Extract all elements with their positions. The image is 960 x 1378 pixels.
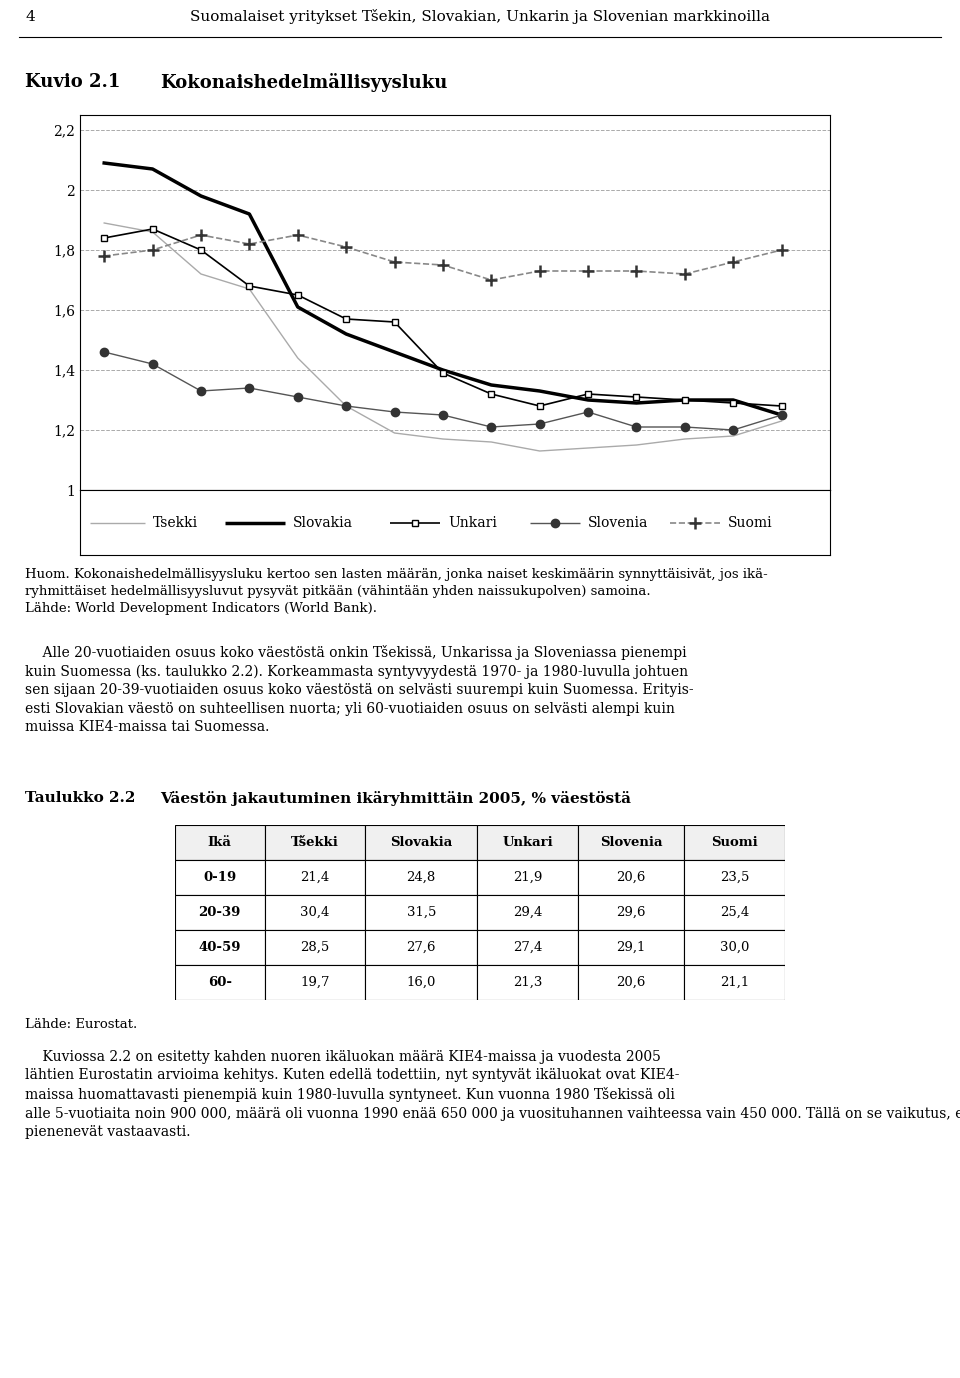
Bar xyxy=(175,860,265,894)
Bar xyxy=(265,860,365,894)
Bar xyxy=(265,894,365,930)
Text: 27,6: 27,6 xyxy=(406,941,436,954)
Text: 29,6: 29,6 xyxy=(616,905,646,919)
Text: Suomalaiset yritykset Tšekin, Slovakian, Unkarin ja Slovenian markkinoilla: Suomalaiset yritykset Tšekin, Slovakian,… xyxy=(190,10,770,25)
Text: 21,9: 21,9 xyxy=(513,871,542,885)
Text: Unkari: Unkari xyxy=(502,836,553,849)
Text: 21,1: 21,1 xyxy=(720,976,749,989)
Bar xyxy=(684,894,785,930)
Bar xyxy=(578,930,684,965)
Text: Slovakia: Slovakia xyxy=(390,836,452,849)
Text: 23,5: 23,5 xyxy=(720,871,750,885)
Text: 24,8: 24,8 xyxy=(407,871,436,885)
Text: Suomi: Suomi xyxy=(711,836,758,849)
Bar xyxy=(175,894,265,930)
Bar xyxy=(578,894,684,930)
Bar xyxy=(477,825,578,860)
Bar xyxy=(175,965,265,1000)
Text: Slovenia: Slovenia xyxy=(600,836,662,849)
Bar xyxy=(365,965,477,1000)
Text: Suomi: Suomi xyxy=(728,515,773,531)
Text: 0-19: 0-19 xyxy=(204,871,236,885)
Text: Tšekki: Tšekki xyxy=(291,836,339,849)
Text: Lähde: Eurostat.: Lähde: Eurostat. xyxy=(25,1017,137,1031)
Bar xyxy=(265,930,365,965)
Text: 19,7: 19,7 xyxy=(300,976,329,989)
Bar xyxy=(265,825,365,860)
Text: 20-39: 20-39 xyxy=(199,905,241,919)
Text: 20,6: 20,6 xyxy=(616,871,646,885)
Text: Taulukko 2.2: Taulukko 2.2 xyxy=(25,791,135,805)
Text: 30,4: 30,4 xyxy=(300,905,329,919)
Text: Alle 20-vuotiaiden osuus koko väestöstä onkin Tšekissä, Unkarissa ja Sloveniassa: Alle 20-vuotiaiden osuus koko väestöstä … xyxy=(25,645,694,734)
Bar xyxy=(477,894,578,930)
Text: 40-59: 40-59 xyxy=(199,941,241,954)
Bar xyxy=(265,965,365,1000)
Text: 28,5: 28,5 xyxy=(300,941,329,954)
Bar xyxy=(477,860,578,894)
Text: 4: 4 xyxy=(25,10,35,23)
Text: Tsekki: Tsekki xyxy=(153,515,198,531)
Bar xyxy=(477,930,578,965)
Text: Kuvio 2.1: Kuvio 2.1 xyxy=(25,73,120,91)
Bar xyxy=(578,825,684,860)
Text: Slovenia: Slovenia xyxy=(588,515,648,531)
Text: 25,4: 25,4 xyxy=(720,905,749,919)
Bar xyxy=(684,860,785,894)
Bar xyxy=(365,860,477,894)
Text: 31,5: 31,5 xyxy=(406,905,436,919)
Bar xyxy=(578,965,684,1000)
Bar xyxy=(684,825,785,860)
Bar xyxy=(365,894,477,930)
Bar xyxy=(684,930,785,965)
Text: 29,4: 29,4 xyxy=(513,905,542,919)
Bar xyxy=(175,825,265,860)
Text: 16,0: 16,0 xyxy=(406,976,436,989)
Text: 30,0: 30,0 xyxy=(720,941,750,954)
Bar xyxy=(365,825,477,860)
Text: Huom. Kokonaishedelmällisyysluku kertoo sen lasten määrän, jonka naiset keskimää: Huom. Kokonaishedelmällisyysluku kertoo … xyxy=(25,568,768,615)
Bar xyxy=(477,965,578,1000)
Bar xyxy=(365,930,477,965)
Text: 21,3: 21,3 xyxy=(513,976,542,989)
Text: 27,4: 27,4 xyxy=(513,941,542,954)
Bar xyxy=(684,965,785,1000)
Text: 60-: 60- xyxy=(207,976,231,989)
Bar xyxy=(578,860,684,894)
Text: Väestön jakautuminen ikäryhmittäin 2005, % väestöstä: Väestön jakautuminen ikäryhmittäin 2005,… xyxy=(160,791,631,806)
Text: 29,1: 29,1 xyxy=(616,941,646,954)
Bar xyxy=(175,930,265,965)
Text: 20,6: 20,6 xyxy=(616,976,646,989)
Text: Ikä: Ikä xyxy=(207,836,231,849)
Text: 21,4: 21,4 xyxy=(300,871,329,885)
Text: Unkari: Unkari xyxy=(448,515,497,531)
Text: Kuviossa 2.2 on esitetty kahden nuoren ikäluokan määrä KIE4-maissa ja vuodesta 2: Kuviossa 2.2 on esitetty kahden nuoren i… xyxy=(25,1050,960,1140)
Text: Kokonaishedelmällisyysluku: Kokonaishedelmällisyysluku xyxy=(160,73,447,91)
Text: Slovakia: Slovakia xyxy=(293,515,353,531)
